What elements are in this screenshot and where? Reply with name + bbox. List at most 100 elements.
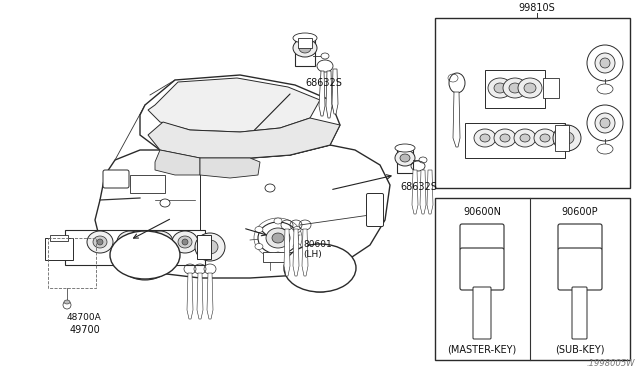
Ellipse shape — [293, 39, 317, 57]
Ellipse shape — [266, 228, 290, 248]
Ellipse shape — [202, 240, 218, 254]
Polygon shape — [412, 170, 418, 214]
Bar — [485, 70, 545, 108]
Ellipse shape — [284, 244, 356, 292]
Ellipse shape — [157, 239, 163, 245]
Ellipse shape — [274, 218, 282, 224]
Polygon shape — [187, 273, 193, 319]
FancyBboxPatch shape — [103, 170, 129, 188]
Text: (SUB-KEY): (SUB-KEY) — [556, 345, 605, 355]
Ellipse shape — [400, 154, 410, 162]
Polygon shape — [302, 229, 308, 276]
Text: 68632S: 68632S — [400, 182, 437, 192]
FancyBboxPatch shape — [367, 193, 383, 227]
Ellipse shape — [293, 244, 301, 250]
FancyBboxPatch shape — [572, 287, 587, 339]
Ellipse shape — [153, 236, 167, 248]
Ellipse shape — [299, 43, 311, 53]
Ellipse shape — [64, 300, 70, 304]
Ellipse shape — [478, 265, 486, 273]
Text: 49700: 49700 — [70, 325, 100, 335]
Ellipse shape — [293, 33, 317, 43]
Ellipse shape — [314, 265, 326, 275]
Ellipse shape — [473, 260, 491, 278]
Ellipse shape — [172, 231, 198, 253]
FancyBboxPatch shape — [558, 224, 602, 250]
Ellipse shape — [117, 236, 173, 280]
Ellipse shape — [595, 113, 615, 133]
Ellipse shape — [182, 239, 188, 245]
Ellipse shape — [500, 134, 510, 142]
Ellipse shape — [480, 134, 490, 142]
Polygon shape — [326, 71, 332, 118]
Ellipse shape — [600, 118, 610, 128]
Ellipse shape — [518, 78, 542, 98]
Ellipse shape — [321, 53, 329, 59]
Bar — [435, 198, 630, 360]
Ellipse shape — [178, 236, 192, 248]
Ellipse shape — [110, 231, 180, 279]
Ellipse shape — [139, 253, 151, 263]
FancyBboxPatch shape — [558, 248, 602, 290]
Ellipse shape — [123, 236, 137, 248]
Bar — [263, 252, 293, 262]
Ellipse shape — [293, 227, 301, 232]
Ellipse shape — [553, 125, 581, 151]
Bar — [566, 231, 594, 239]
Bar — [465, 123, 565, 158]
Text: (MASTER-KEY): (MASTER-KEY) — [447, 345, 516, 355]
Ellipse shape — [600, 58, 610, 68]
FancyBboxPatch shape — [473, 287, 491, 339]
Bar — [468, 231, 496, 239]
Bar — [397, 148, 413, 173]
Ellipse shape — [258, 222, 298, 254]
Bar — [50, 235, 68, 241]
Polygon shape — [420, 170, 426, 214]
Ellipse shape — [97, 239, 103, 245]
Bar — [197, 235, 211, 259]
Ellipse shape — [597, 84, 613, 94]
Bar — [435, 18, 630, 188]
Ellipse shape — [129, 245, 161, 271]
Ellipse shape — [494, 129, 516, 147]
Ellipse shape — [147, 231, 173, 253]
Polygon shape — [155, 150, 200, 175]
Ellipse shape — [597, 144, 613, 154]
Ellipse shape — [595, 53, 615, 73]
Bar — [295, 38, 315, 66]
Ellipse shape — [93, 236, 107, 248]
Ellipse shape — [520, 134, 530, 142]
Ellipse shape — [509, 83, 521, 93]
Polygon shape — [453, 92, 460, 147]
Ellipse shape — [560, 132, 574, 144]
Bar — [298, 38, 312, 48]
Polygon shape — [140, 75, 340, 158]
Text: 99810S: 99810S — [518, 3, 556, 13]
Ellipse shape — [255, 244, 263, 250]
Polygon shape — [148, 78, 320, 132]
Polygon shape — [95, 145, 390, 278]
Polygon shape — [284, 229, 290, 276]
Ellipse shape — [195, 233, 225, 261]
Ellipse shape — [571, 260, 589, 278]
Ellipse shape — [534, 129, 556, 147]
Text: 80601
(LH): 80601 (LH) — [303, 240, 332, 259]
Ellipse shape — [587, 105, 623, 141]
Text: 90600N: 90600N — [463, 207, 501, 217]
Text: .1998005W: .1998005W — [586, 359, 635, 368]
Bar — [48, 238, 96, 288]
Ellipse shape — [576, 265, 584, 273]
Ellipse shape — [87, 231, 113, 253]
Ellipse shape — [514, 129, 536, 147]
Ellipse shape — [540, 134, 550, 142]
Polygon shape — [148, 118, 340, 158]
Ellipse shape — [587, 45, 623, 81]
Polygon shape — [200, 158, 260, 178]
Ellipse shape — [395, 150, 415, 166]
Polygon shape — [427, 170, 433, 214]
Ellipse shape — [265, 184, 275, 192]
Text: 68632S: 68632S — [305, 78, 342, 88]
Ellipse shape — [468, 255, 496, 283]
Ellipse shape — [524, 83, 536, 93]
Bar — [555, 125, 569, 151]
